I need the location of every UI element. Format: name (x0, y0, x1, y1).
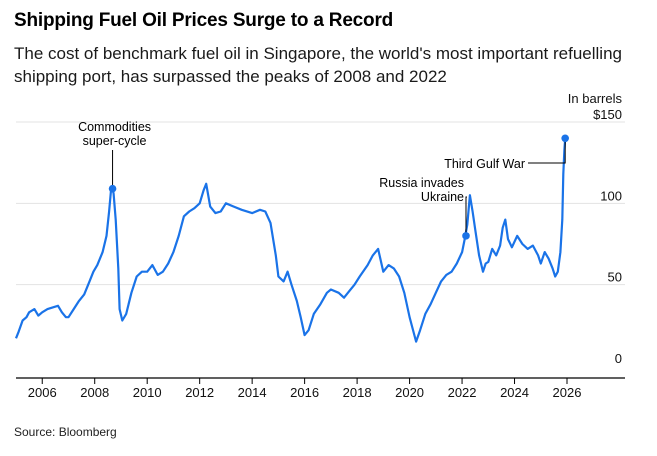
annotation-label: Commodities (78, 120, 151, 134)
chart-title: Shipping Fuel Oil Prices Surge to a Reco… (14, 10, 394, 31)
annotation-point (462, 232, 470, 240)
y-axis: $150 100 50 0 In barrels (568, 91, 623, 366)
x-tick-label: 2012 (185, 385, 214, 400)
y-tick-label: $150 (593, 107, 622, 122)
annotation-label: Third Gulf War (444, 157, 525, 171)
annotation-leader (528, 138, 566, 164)
x-tick-label: 2014 (238, 385, 267, 400)
x-tick-label: 2026 (553, 385, 582, 400)
y-unit-label: In barrels (568, 91, 623, 106)
x-axis: 2006 2008 2010 2012 2014 2016 2018 2020 2022 2024… (16, 377, 625, 400)
x-tick-label: 2018 (343, 385, 372, 400)
annotation-point (561, 134, 569, 143)
x-tick-label: 2016 (290, 385, 319, 400)
source-note: Source: Bloomberg (14, 425, 117, 439)
series-group (14, 138, 567, 343)
annotation-label: Ukraine (421, 190, 464, 204)
x-tick-label: 2008 (80, 385, 109, 400)
annotation-label: Russia invades (379, 176, 464, 190)
y-tick-label: 50 (608, 270, 622, 285)
x-tick-label: 2024 (500, 385, 529, 400)
price-line (14, 138, 567, 343)
x-tick-label: 2006 (28, 385, 57, 400)
x-tick-label: 2020 (395, 385, 424, 400)
gridlines (16, 121, 625, 286)
annotation-point (108, 184, 117, 193)
chart-subtitle: The cost of benchmark fuel oil in Singap… (14, 44, 622, 86)
annotation-label: super-cycle (83, 134, 147, 148)
y-tick-label: 0 (615, 351, 622, 366)
annotation-leader (465, 196, 467, 236)
y-tick-label: 100 (600, 188, 622, 203)
x-tick-label: 2010 (133, 385, 162, 400)
x-tick-label: 2022 (448, 385, 477, 400)
